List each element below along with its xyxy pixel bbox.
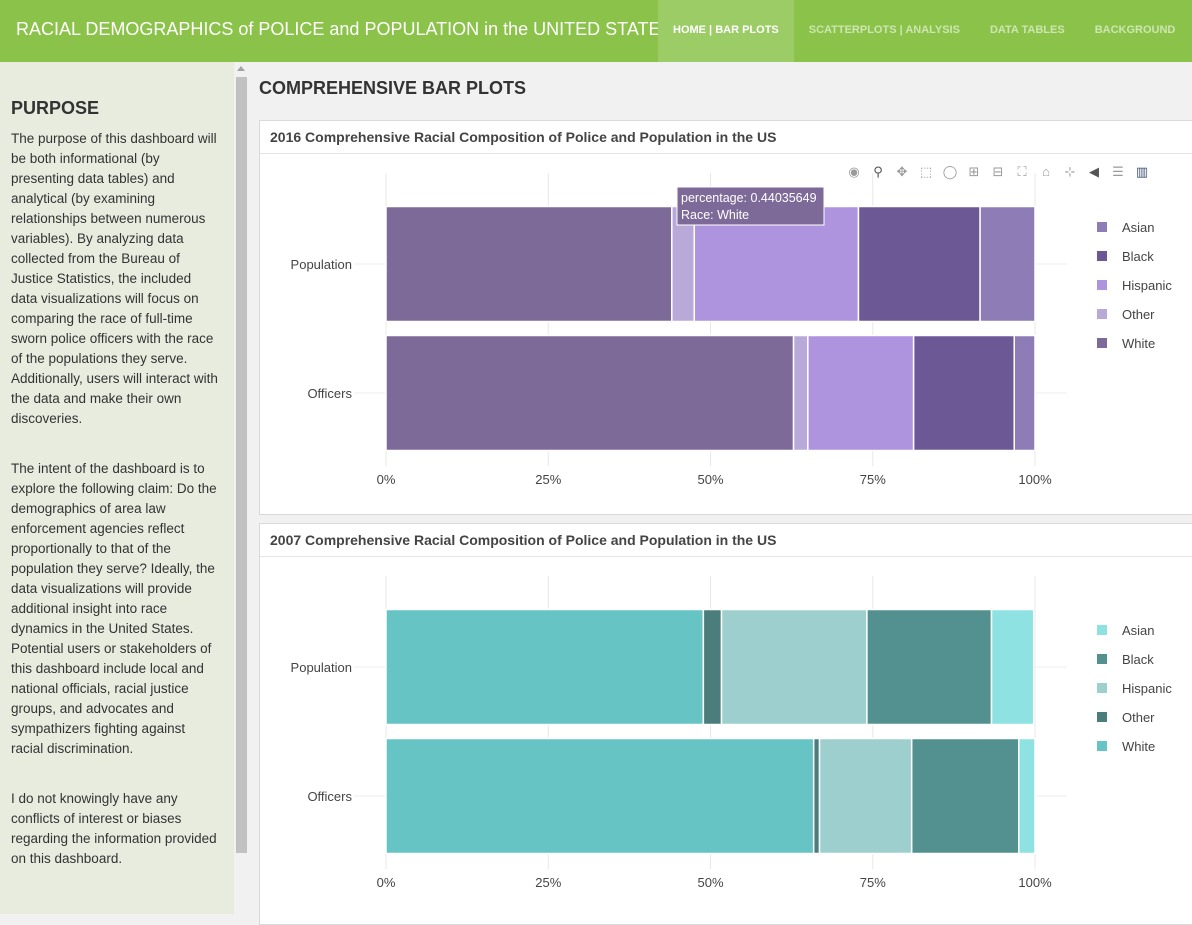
page-title: COMPREHENSIVE BAR PLOTS [259,78,527,98]
nav-tabs: HOME | BAR PLOTS SCATTERPLOTS | ANALYSIS… [658,0,1190,62]
box-select-icon[interactable]: ⬚ [919,164,933,179]
tooltip-line-1: percentage: 0.44035649 [681,191,817,205]
bar-chart-2016[interactable]: 0% 25% 50% 75% 100% Population Officers Asian Bl… [260,121,1192,514]
tab-data-tables[interactable]: DATA TABLES [989,24,1065,36]
bar-population-other[interactable] [702,608,723,726]
legend-swatch-other[interactable] [1097,712,1107,722]
legend-swatch-asian[interactable] [1097,625,1107,635]
purpose-paragraph-1: The purpose of this dashboard will be bo… [11,131,218,426]
sidebar: PURPOSE The purpose of this dashboard wi… [0,62,234,914]
reset-axes-icon[interactable]: ⌂ [1042,164,1050,179]
chart-card-2016: 2016 Comprehensive Racial Composition of… [259,120,1192,515]
tab-background[interactable]: BACKGROUND [1094,24,1176,36]
camera-icon[interactable]: ◉ [848,164,860,179]
card-header: 2007 Comprehensive Racial Composition of… [260,524,1192,557]
tooltip-line-2: Race: White [681,208,749,222]
hover-compare-icon[interactable]: ☰ [1112,164,1124,179]
bar-officers-other[interactable] [812,737,821,855]
plot-modebar: ◉ ⚲ ✥ ⬚ ◯ ⊞ ⊟ ⛶ ⌂ ⊹ ◀ ☰ ▥ [842,163,1154,181]
tab-scatterplots-analysis[interactable]: SCATTERPLOTS | ANALYSIS [808,24,960,36]
bar-population-hispanic[interactable] [693,205,860,323]
purpose-paragraph-2: The intent of the dashboard is to explor… [11,461,217,756]
tooltip-box [676,186,825,226]
legend-label-other[interactable]: Other [1122,307,1155,322]
bar-officers-black[interactable] [912,334,1015,452]
bar-officers-hispanic[interactable] [818,737,913,855]
bar-officers-black[interactable] [910,737,1020,855]
zoom-out-icon[interactable]: ⊟ [992,164,1004,179]
zoom-in-icon[interactable]: ⊞ [968,164,980,179]
autoscale-icon[interactable]: ⛶ [1017,164,1027,179]
bar-chart-2007[interactable]: 0% 25% 50% 75% 100% Population Officers Asian Bl… [260,524,1192,924]
bar-officers-other[interactable] [792,334,809,452]
legend-swatch-asian[interactable] [1097,222,1107,232]
y-tick-label: Population [291,257,352,272]
top-navbar: RACIAL DEMOGRAPHICS of POLICE and POPULA… [0,0,1192,62]
legend-label-white[interactable]: White [1122,336,1155,351]
x-tick-label: 75% [860,472,886,487]
legend-swatch-other[interactable] [1097,309,1107,319]
x-tick-label: 75% [860,875,886,890]
x-tick-label: 100% [1018,875,1052,890]
bar-population-hispanic[interactable] [720,608,868,726]
bar-population-white[interactable] [385,608,705,726]
legend-label-hispanic[interactable]: Hispanic [1122,278,1172,293]
bar-officers-asian[interactable] [1013,334,1036,452]
bar-population-white[interactable] [385,205,673,323]
x-tick-label: 50% [697,875,723,890]
y-tick-label: Population [291,660,352,675]
bar-population-black[interactable] [866,608,993,726]
legend-label-asian[interactable]: Asian [1122,623,1155,638]
hover-closest-icon[interactable]: ◀ [1089,164,1099,179]
chart-title: 2016 Comprehensive Racial Composition of… [270,129,777,145]
legend-label-other[interactable]: Other [1122,710,1155,725]
plotly-logo-icon[interactable]: ▥ [1135,164,1149,179]
sidebar-heading: PURPOSE [11,98,100,118]
legend-swatch-black[interactable] [1097,654,1107,664]
legend-swatch-hispanic[interactable] [1097,280,1107,290]
bar-officers-white[interactable] [385,737,815,855]
legend-label-white[interactable]: White [1122,739,1155,754]
bar-officers-hispanic[interactable] [807,334,915,452]
chart-title: 2007 Comprehensive Racial Composition of… [270,532,777,548]
legend-label-asian[interactable]: Asian [1122,220,1155,235]
legend-label-hispanic[interactable]: Hispanic [1122,681,1172,696]
bar-population-black[interactable] [857,205,981,323]
bar-officers-asian[interactable] [1018,737,1036,855]
bar-officers-white[interactable] [385,334,795,452]
legend-label-black[interactable]: Black [1122,249,1154,264]
purpose-paragraph-3: I do not knowingly have any conflicts of… [11,791,217,866]
tab-home-bar-plots[interactable]: HOME | BAR PLOTS [658,0,794,62]
legend-swatch-hispanic[interactable] [1097,683,1107,693]
zoom-icon[interactable]: ⚲ [873,164,883,179]
card-header: 2016 Comprehensive Racial Composition of… [260,121,1192,154]
legend-swatch-white[interactable] [1097,338,1107,348]
bar-population-asian[interactable] [990,608,1035,726]
x-tick-label: 0% [377,472,396,487]
y-tick-label: Officers [307,789,352,804]
chart-card-2007: 2007 Comprehensive Racial Composition of… [259,523,1192,925]
legend-label-black[interactable]: Black [1122,652,1154,667]
x-tick-label: 50% [697,472,723,487]
sidebar-scrollbar[interactable] [234,62,249,914]
scrollbar-thumb[interactable] [236,77,247,853]
x-tick-label: 25% [535,472,561,487]
scroll-up-arrow-icon[interactable] [237,66,245,71]
spike-lines-icon[interactable]: ⊹ [1064,164,1076,179]
x-tick-label: 0% [377,875,396,890]
y-tick-label: Officers [307,386,352,401]
lasso-icon[interactable]: ◯ [942,164,958,179]
hover-tooltip: percentage: 0.44035649 Race: White [676,186,825,226]
pan-icon[interactable]: ✥ [896,164,908,179]
legend-swatch-black[interactable] [1097,251,1107,261]
legend-swatch-white[interactable] [1097,741,1107,751]
x-tick-label: 100% [1018,472,1052,487]
app-title: RACIAL DEMOGRAPHICS of POLICE and POPULA… [16,19,673,39]
x-tick-label: 25% [535,875,561,890]
bar-population-asian[interactable] [979,205,1036,323]
